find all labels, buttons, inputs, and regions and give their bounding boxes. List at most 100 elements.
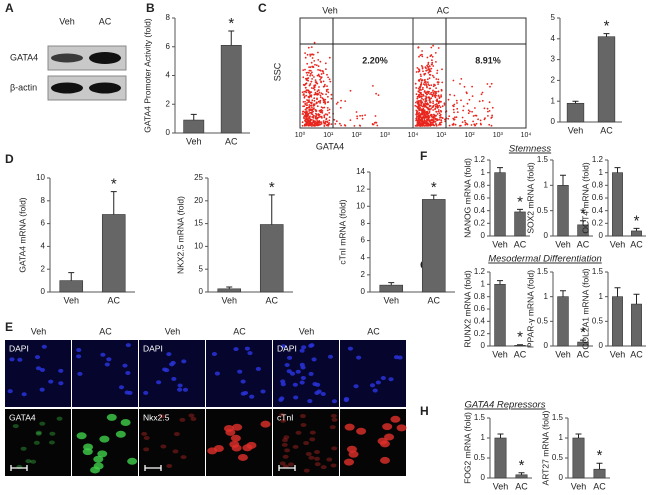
nucleus — [156, 380, 162, 385]
flow-event — [318, 91, 321, 94]
flow-event — [471, 95, 474, 97]
y-tick-label: 4 — [361, 253, 366, 262]
flow-event — [301, 91, 304, 94]
stain-image — [273, 409, 339, 476]
nucleus — [240, 379, 246, 384]
flow-event — [328, 116, 331, 118]
nucleus — [300, 376, 306, 381]
flow-event — [440, 119, 442, 121]
flow-event — [313, 97, 316, 100]
flow-event — [427, 118, 430, 120]
nucleus — [106, 357, 112, 362]
flow-event — [443, 104, 446, 106]
flow-event — [433, 114, 435, 116]
flow-event — [417, 95, 420, 97]
flow-event — [431, 123, 434, 126]
nucleus — [35, 366, 42, 371]
flow-event — [313, 114, 315, 117]
flow-event — [432, 106, 434, 108]
flow-event — [422, 120, 425, 123]
flow-event — [319, 99, 322, 102]
flow-event — [307, 46, 310, 49]
flow-event — [436, 100, 438, 103]
stained-cell — [115, 430, 126, 438]
flow-event — [466, 92, 468, 95]
flow-event — [422, 107, 425, 110]
bar — [631, 303, 642, 347]
stained-cell — [292, 444, 299, 449]
flow-event — [454, 123, 457, 126]
flow-event — [487, 115, 489, 117]
flow-event — [432, 44, 434, 47]
y-tick-label: 1.5 — [592, 267, 604, 276]
flow-event — [434, 84, 436, 87]
y-tick-label: 1 — [481, 433, 486, 442]
stained-cell — [299, 414, 306, 419]
flow-event — [437, 83, 439, 85]
flow-event — [428, 84, 431, 87]
nucleus — [316, 389, 322, 394]
flow-event — [315, 112, 317, 115]
flow-event — [326, 114, 329, 116]
flow-event — [416, 110, 419, 113]
flow-event — [304, 86, 307, 89]
flow-event — [326, 85, 328, 87]
scale-bar — [144, 465, 162, 471]
flow-tick-label: 10¹ — [323, 132, 334, 139]
flow-event — [319, 60, 322, 63]
flow-event — [310, 46, 313, 48]
flow-event — [308, 123, 311, 126]
flow-event — [437, 90, 440, 93]
flow-event — [424, 78, 426, 81]
flow-event — [428, 119, 431, 122]
flow-tick-label: 10⁴ — [521, 132, 532, 139]
stained-cell — [344, 423, 355, 431]
y-tick-label: 1.5 — [537, 267, 549, 276]
flow-event — [432, 94, 434, 96]
bar — [515, 474, 528, 479]
flow-event — [317, 69, 319, 71]
flow-event — [422, 70, 424, 73]
nucleus — [122, 363, 128, 368]
nucleus — [39, 387, 45, 392]
error-bar — [268, 194, 275, 225]
stained-cell — [314, 450, 321, 455]
flow-event — [328, 112, 331, 114]
flow-event — [479, 122, 482, 125]
y-tick-label: 0.8 — [474, 180, 486, 189]
bar — [612, 172, 623, 237]
flow-event — [326, 109, 329, 112]
flow-event — [311, 78, 313, 80]
flow-event — [322, 72, 325, 75]
y-tick-label: 0.2 — [592, 218, 604, 227]
stained-cell — [305, 451, 312, 456]
flow-event — [438, 104, 441, 107]
flow-event — [333, 118, 336, 121]
flow-event — [311, 71, 313, 74]
flow-event — [418, 55, 420, 58]
flow-event — [304, 103, 306, 105]
flow-event — [432, 85, 435, 88]
flow-event — [430, 97, 433, 100]
y-axis-label: PPAR-γ mRNA (fold) — [525, 270, 535, 348]
flow-event — [420, 89, 422, 91]
stained-cell — [242, 444, 253, 452]
flow-event — [419, 95, 422, 97]
flow-event — [425, 122, 428, 125]
flow-event — [481, 91, 484, 94]
nucleus — [127, 390, 133, 395]
nucleus — [293, 395, 299, 400]
flow-event — [361, 114, 364, 117]
flow-event — [316, 98, 318, 101]
flow-event — [430, 46, 433, 49]
flow-event — [431, 63, 433, 66]
panel-letter: F — [420, 149, 427, 163]
flow-event — [310, 94, 313, 97]
stained-cell — [172, 449, 179, 454]
flow-event — [426, 56, 429, 59]
flow-event — [427, 123, 430, 126]
flow-event — [415, 117, 418, 119]
flow-event — [325, 118, 328, 121]
x-tick-label: Veh — [555, 239, 571, 249]
flow-event — [313, 88, 316, 91]
